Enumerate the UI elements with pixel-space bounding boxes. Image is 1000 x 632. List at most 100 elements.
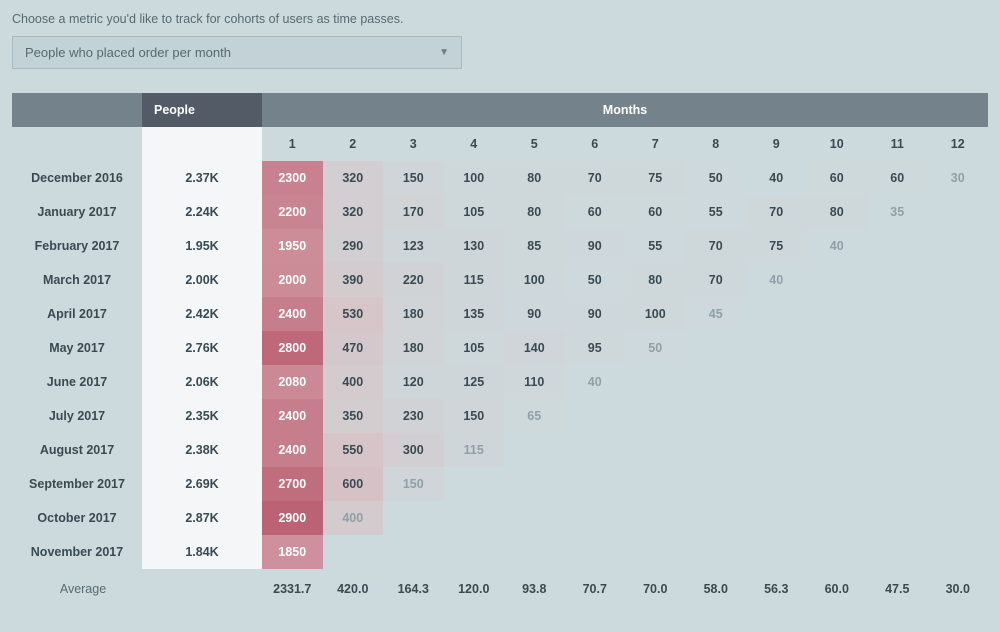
data-cell bbox=[867, 433, 928, 467]
month-header-12: 12 bbox=[928, 127, 989, 161]
data-cell: 125 bbox=[444, 365, 505, 399]
data-cell bbox=[444, 467, 505, 501]
data-cell: 40 bbox=[746, 263, 807, 297]
month-header-5: 5 bbox=[504, 127, 565, 161]
data-cell: 60 bbox=[807, 161, 868, 195]
data-cell bbox=[686, 501, 747, 535]
data-cell: 2400 bbox=[262, 399, 323, 433]
data-cell: 180 bbox=[383, 297, 444, 331]
data-cell: 110 bbox=[504, 365, 565, 399]
data-cell bbox=[928, 535, 989, 569]
data-cell: 400 bbox=[323, 501, 384, 535]
data-cell: 140 bbox=[504, 331, 565, 365]
data-cell bbox=[625, 501, 686, 535]
data-cell bbox=[625, 399, 686, 433]
table-row: December 20162.37K2300320150100807075504… bbox=[12, 161, 988, 195]
people-cell: 2.35K bbox=[142, 399, 262, 433]
data-cell: 1850 bbox=[262, 535, 323, 569]
data-cell: 2400 bbox=[262, 297, 323, 331]
month-header-11: 11 bbox=[867, 127, 928, 161]
data-cell: 350 bbox=[323, 399, 384, 433]
cohort-label: August 2017 bbox=[12, 433, 142, 467]
people-cell: 2.38K bbox=[142, 433, 262, 467]
cohort-label: November 2017 bbox=[12, 535, 142, 569]
data-cell: 85 bbox=[504, 229, 565, 263]
data-cell bbox=[867, 501, 928, 535]
data-cell bbox=[867, 297, 928, 331]
people-cell: 1.84K bbox=[142, 535, 262, 569]
data-cell bbox=[928, 229, 989, 263]
data-cell: 170 bbox=[383, 195, 444, 229]
average-cell: 93.8 bbox=[504, 569, 565, 609]
data-cell bbox=[746, 501, 807, 535]
people-cell: 2.76K bbox=[142, 331, 262, 365]
data-cell: 65 bbox=[504, 399, 565, 433]
data-cell: 105 bbox=[444, 195, 505, 229]
data-cell: 55 bbox=[625, 229, 686, 263]
data-cell bbox=[565, 467, 626, 501]
data-cell bbox=[444, 501, 505, 535]
data-cell: 135 bbox=[444, 297, 505, 331]
cohort-label: January 2017 bbox=[12, 195, 142, 229]
month-header-8: 8 bbox=[686, 127, 747, 161]
cohort-label: April 2017 bbox=[12, 297, 142, 331]
data-cell: 600 bbox=[323, 467, 384, 501]
month-header-2: 2 bbox=[323, 127, 384, 161]
average-label: Average bbox=[12, 569, 142, 609]
data-cell: 2000 bbox=[262, 263, 323, 297]
data-cell: 2300 bbox=[262, 161, 323, 195]
table-row: June 20172.06K208040012012511040 bbox=[12, 365, 988, 399]
table-row: September 20172.69K2700600150 bbox=[12, 467, 988, 501]
average-cell: 58.0 bbox=[686, 569, 747, 609]
average-cell: 60.0 bbox=[807, 569, 868, 609]
cohort-label: December 2016 bbox=[12, 161, 142, 195]
data-cell: 2200 bbox=[262, 195, 323, 229]
people-cell: 2.24K bbox=[142, 195, 262, 229]
people-cell: 2.42K bbox=[142, 297, 262, 331]
data-cell: 2900 bbox=[262, 501, 323, 535]
table-row: November 20171.84K1850 bbox=[12, 535, 988, 569]
data-cell: 115 bbox=[444, 433, 505, 467]
data-cell: 35 bbox=[867, 195, 928, 229]
data-cell: 320 bbox=[323, 195, 384, 229]
data-cell: 80 bbox=[504, 161, 565, 195]
data-cell: 100 bbox=[504, 263, 565, 297]
data-cell bbox=[746, 433, 807, 467]
data-cell: 530 bbox=[323, 297, 384, 331]
data-cell: 90 bbox=[504, 297, 565, 331]
data-cell bbox=[625, 467, 686, 501]
data-cell bbox=[928, 263, 989, 297]
people-cell: 2.87K bbox=[142, 501, 262, 535]
data-cell bbox=[504, 535, 565, 569]
metric-dropdown[interactable]: People who placed order per month ▼ bbox=[12, 36, 462, 69]
data-cell bbox=[807, 467, 868, 501]
data-cell: 70 bbox=[686, 229, 747, 263]
data-cell: 90 bbox=[565, 229, 626, 263]
data-cell bbox=[928, 331, 989, 365]
data-cell: 2800 bbox=[262, 331, 323, 365]
data-cell: 300 bbox=[383, 433, 444, 467]
data-cell bbox=[928, 365, 989, 399]
data-cell bbox=[625, 535, 686, 569]
data-cell bbox=[565, 433, 626, 467]
data-cell: 290 bbox=[323, 229, 384, 263]
subheader-blank bbox=[12, 127, 142, 161]
data-cell: 60 bbox=[867, 161, 928, 195]
data-cell bbox=[686, 399, 747, 433]
data-cell bbox=[686, 535, 747, 569]
data-cell: 100 bbox=[625, 297, 686, 331]
data-cell: 75 bbox=[625, 161, 686, 195]
average-cell: 70.0 bbox=[625, 569, 686, 609]
cohort-label: July 2017 bbox=[12, 399, 142, 433]
average-cell: 47.5 bbox=[867, 569, 928, 609]
data-cell bbox=[383, 535, 444, 569]
data-cell: 100 bbox=[444, 161, 505, 195]
data-cell: 220 bbox=[383, 263, 444, 297]
data-cell bbox=[625, 365, 686, 399]
table-row: January 20172.24K22003201701058060605570… bbox=[12, 195, 988, 229]
data-cell bbox=[746, 535, 807, 569]
data-cell: 70 bbox=[686, 263, 747, 297]
month-header-4: 4 bbox=[444, 127, 505, 161]
data-cell: 45 bbox=[686, 297, 747, 331]
people-cell: 2.06K bbox=[142, 365, 262, 399]
